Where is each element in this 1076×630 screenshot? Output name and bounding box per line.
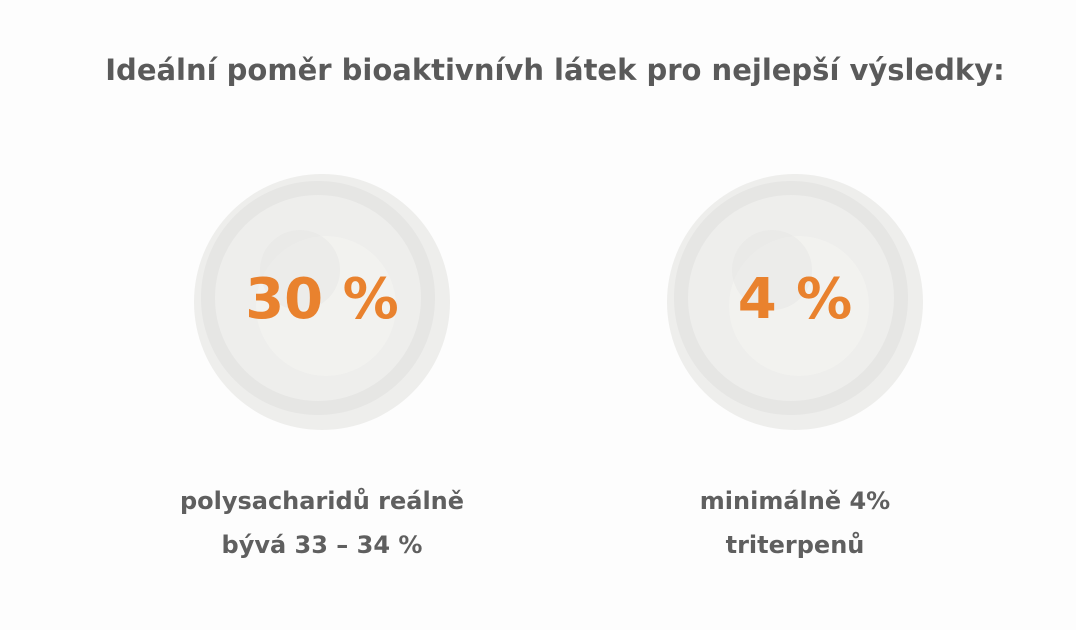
title: Ideální poměr bioaktivnívh látek pro nej… [105, 53, 1004, 87]
stat-right: 4 % minimálně 4% triterpenů [667, 174, 923, 559]
caption-line: polysacharidů reálně [180, 487, 464, 515]
badge-texture [260, 230, 340, 310]
stat-value: 4 % [738, 267, 853, 332]
badge-texture [201, 181, 435, 415]
stat-left: 30 % polysacharidů reálně bývá 33 – 34 % [180, 174, 464, 559]
badge-texture [732, 230, 812, 310]
badge-texture [674, 181, 908, 415]
stat-value: 30 % [245, 267, 399, 332]
caption-line: bývá 33 – 34 % [222, 531, 423, 559]
caption-line: triterpenů [726, 531, 865, 559]
caption-line: minimálně 4% [700, 487, 890, 515]
